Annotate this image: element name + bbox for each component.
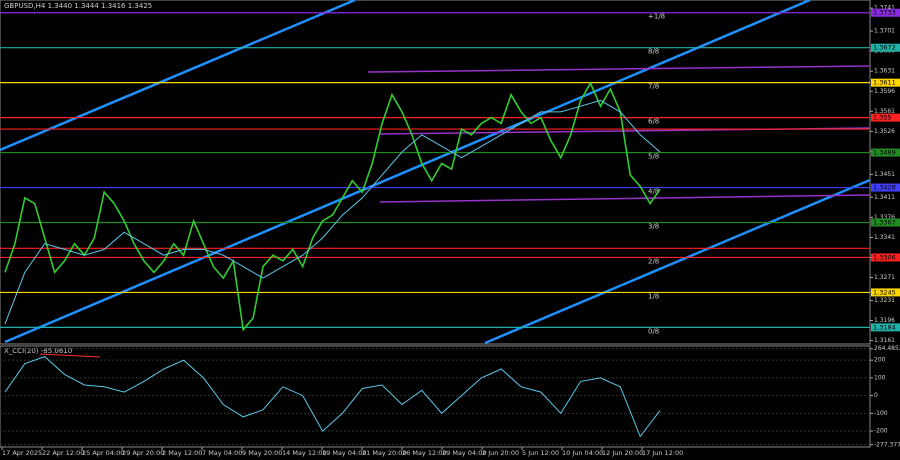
level-label: 1/8 (648, 292, 659, 300)
y-tick-label: 1.3341 (874, 234, 895, 241)
purple-line (379, 194, 871, 203)
price-box-label: 1.3306 (873, 253, 896, 261)
price-box (871, 78, 900, 87)
x-tick-label: 2 May 12:00 (162, 449, 202, 457)
price-box-label: 1.3367 (873, 219, 896, 227)
level-label: 4/8 (648, 188, 659, 196)
channel-mid (4, 0, 811, 344)
cci-signal (39, 353, 101, 358)
x-tick-label: 14 May 12:00 (282, 449, 327, 457)
price-box-label: 1.3184 (873, 323, 896, 331)
x-tick-label: 2 Jun 20:00 (482, 449, 519, 457)
price-box-label: 1.3428 (873, 184, 896, 192)
y-tick-label: 1.3561 (874, 108, 895, 115)
series-line (4, 81, 661, 332)
y-tick-label: 100 (874, 374, 886, 381)
channel-top (0, 0, 356, 152)
x-tick-label: 5 Jun 12:00 (522, 449, 559, 457)
channel-bottom (484, 178, 871, 345)
main-frame (0, 0, 871, 345)
y-tick-label: 1.3631 (874, 68, 895, 75)
series-line (4, 99, 661, 325)
y-tick-label: 1.3701 (874, 28, 895, 35)
x-tick-label: 21 May 20:00 (362, 449, 407, 457)
y-tick-label: -277.377 (874, 441, 900, 448)
level-label: +1/8 (648, 13, 665, 21)
x-tick-label: 25 Apr 04:00 (82, 449, 124, 457)
y-tick-label: 200 (874, 357, 886, 364)
purple-line (367, 65, 871, 73)
level-label: 3/8 (648, 223, 659, 231)
y-tick-label: 1.3411 (874, 194, 895, 201)
x-tick-label: 19 May 04:00 (322, 449, 367, 457)
price-box (871, 288, 900, 297)
y-tick-label: 1.3196 (874, 317, 895, 324)
price-box (871, 183, 900, 192)
x-tick-label: 17 Jun 12:00 (642, 449, 683, 457)
price-box (871, 323, 900, 332)
price-box-label: 1.3245 (873, 288, 896, 296)
level-label: 5/8 (648, 153, 659, 161)
x-tick-label: 22 Apr 12:00 (42, 449, 84, 457)
x-tick-label: 12 Jun 20:00 (602, 449, 643, 457)
cci-frame (0, 345, 871, 448)
price-box (871, 8, 900, 17)
y-tick-label: 1.3271 (874, 274, 895, 281)
y-tick-label: 1.3451 (874, 171, 895, 178)
price-box-label: 1.3733 (873, 9, 896, 17)
x-tick-label: 9 May 20:00 (242, 449, 282, 457)
y-tick-label: 1.3376 (874, 214, 895, 221)
x-tick-label: 26 May 12:00 (402, 449, 447, 457)
y-tick-label: 1.3161 (874, 337, 895, 344)
price-box (871, 43, 900, 52)
price-box-label: 1.3489 (873, 149, 896, 157)
price-box-label: 1.3611 (873, 79, 896, 87)
channel (0, 0, 871, 345)
level-label: 6/8 (648, 118, 659, 126)
price-box (871, 113, 900, 122)
y-tick-label: 1.3741 (874, 5, 895, 12)
price-box-label: 1.3672 (873, 44, 896, 52)
x-tick-label: 10 Jun 04:00 (562, 449, 603, 457)
y-tick-label: 1.3231 (874, 297, 895, 304)
cci-title: X_CCI(20) -85.0610 (4, 347, 72, 355)
price-box (871, 148, 900, 157)
level-label: 7/8 (648, 83, 659, 91)
level-label: 0/8 (648, 327, 659, 335)
x-tick-label: 29 Apr 20:00 (122, 449, 164, 457)
level-label: 2/8 (648, 257, 659, 265)
price-box (871, 253, 900, 262)
price-box (871, 218, 900, 227)
y-tick-label: 264.4853 (874, 345, 900, 352)
purple-lines (367, 65, 871, 203)
price-box-label: 1.355 (873, 114, 892, 122)
y-tick-label: 1.3526 (874, 128, 895, 135)
x-tick-label: 29 May 04:00 (442, 449, 487, 457)
y-tick-label: -100 (874, 410, 888, 417)
y-tick-label: 0 (874, 392, 878, 399)
x-tick-label: 7 May 04:00 (202, 449, 242, 457)
x-tick-label: 17 Apr 2025 (2, 449, 42, 457)
level-label: 8/8 (648, 48, 659, 56)
series-line (4, 356, 661, 438)
y-tick-label: -200 (874, 428, 888, 435)
y-tick-label: 1.3596 (874, 88, 895, 95)
chart-title: GBPUSD,H4 1.3440 1.3444 1.3416 1.3425 (4, 2, 152, 10)
